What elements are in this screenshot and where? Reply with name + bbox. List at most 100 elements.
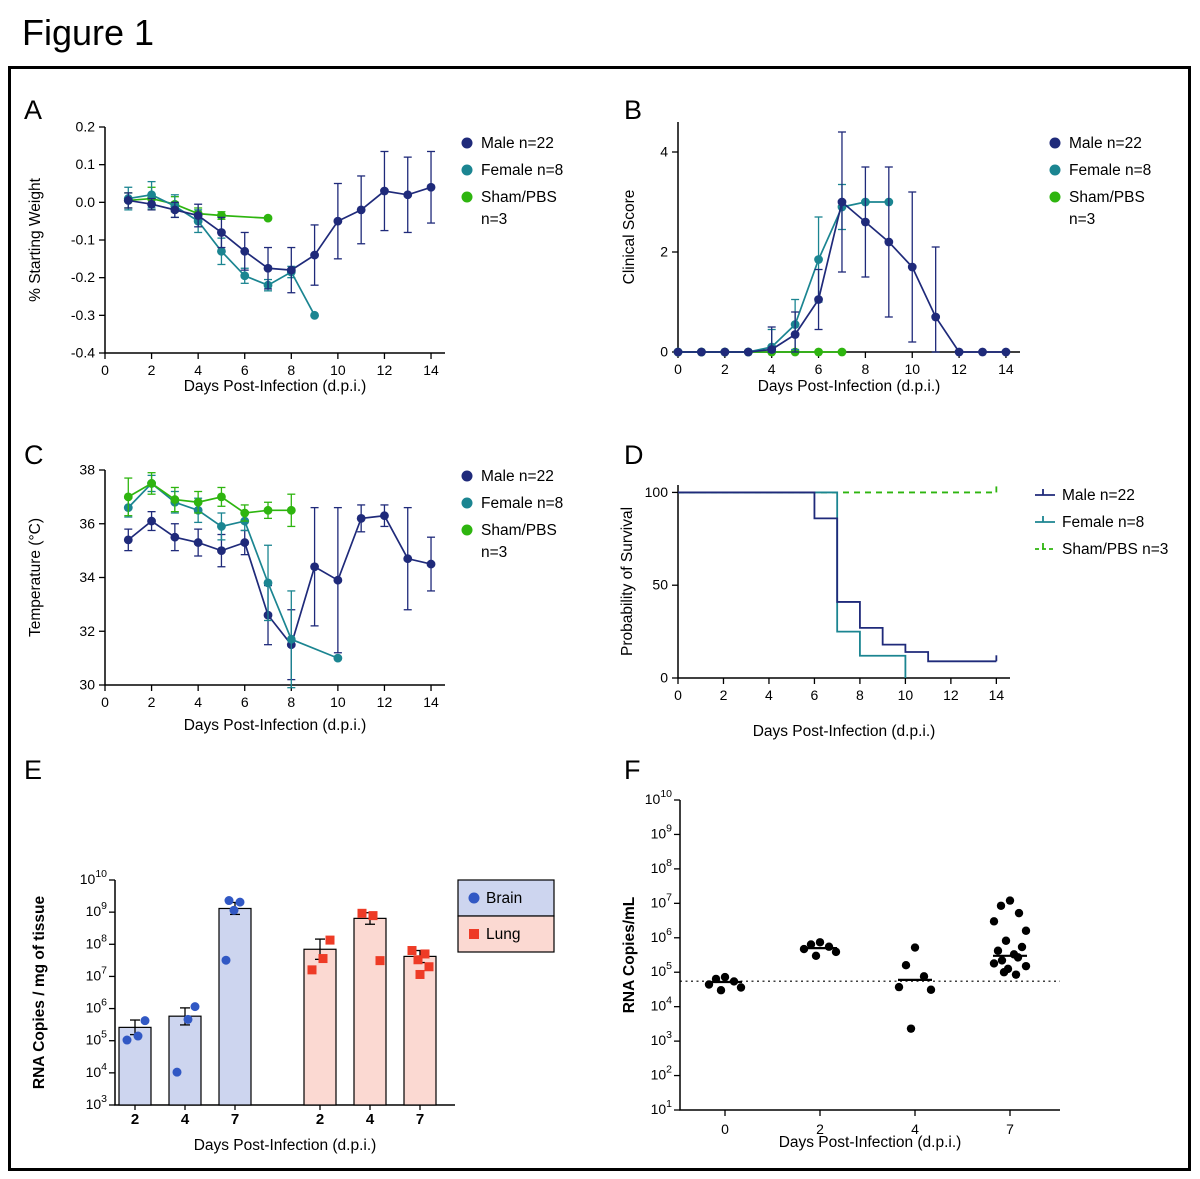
y-tick-label: 102 (651, 1064, 673, 1083)
y-tick-label: 0 (660, 344, 668, 360)
data-point (989, 917, 999, 926)
data-point (240, 508, 250, 518)
series-line (128, 186, 432, 272)
data-point (814, 255, 823, 264)
x-tick-label: 8 (856, 687, 864, 703)
data-point (814, 347, 823, 357)
legend-item-sham: Sham/PBS n=3 (461, 522, 557, 561)
legend-item-male: Male n=22 (461, 135, 554, 152)
x-tick-label: 2 (316, 1111, 324, 1128)
x-tick-label: 12 (943, 687, 959, 703)
data-point (170, 495, 180, 504)
x-axis-title: Days Post-Infection (d.p.i.) (194, 1137, 377, 1154)
bar (218, 907, 252, 1106)
x-tick-label: 2 (720, 687, 728, 703)
legend-label: Sham/PBS (481, 522, 557, 539)
data-point (235, 897, 245, 907)
panel-c-letter: C (24, 440, 44, 470)
x-tick-label: 0 (721, 1121, 729, 1137)
data-point (426, 182, 436, 192)
x-tick-label: 6 (241, 362, 249, 378)
data-point (221, 955, 231, 965)
legend-marker (461, 191, 473, 203)
data-point (901, 960, 911, 970)
legend-item-sham: Sham/PBS n=3 (461, 189, 557, 228)
legend-label: Lung (486, 926, 520, 943)
legend-marker (461, 524, 473, 536)
x-tick-label: 12 (377, 694, 393, 710)
data-point (907, 262, 917, 272)
legend-item-male: Male n=22 (1049, 135, 1142, 152)
panel-b: B 0 2 4 0 2 4 6 8 10 12 14 Days Post-Infection (d.p… (610, 95, 1190, 440)
data-point (172, 1067, 182, 1077)
data-point (997, 956, 1007, 965)
panel-a-letter: A (24, 95, 43, 125)
legend-label: Male n=22 (481, 135, 554, 152)
panel-c-chart: 30 32 34 36 38 0 2 4 6 8 10 12 14 Days Post-Infection… (27, 462, 563, 735)
data-point (123, 492, 133, 502)
data-point (860, 217, 870, 227)
y-axis-title: Probability of Survival (619, 507, 636, 656)
y-axis-title: RNA Copies / mg of tissue (31, 896, 48, 1090)
x-tick-label: 2 (816, 1121, 824, 1137)
x-tick-label: 2 (721, 361, 729, 377)
data-point (240, 246, 250, 256)
x-tick-label: 4 (765, 687, 773, 703)
legend-marker (461, 470, 473, 482)
data-point (286, 505, 296, 515)
x-axis-title: Days Post-Infection (d.p.i.) (184, 378, 367, 395)
survival-curve-sham (678, 486, 998, 494)
data-point (356, 513, 366, 523)
data-point (910, 943, 920, 952)
y-tick-label: 105 (86, 1029, 108, 1048)
y-tick-label: -0.3 (71, 307, 95, 323)
data-point (424, 962, 434, 972)
y-tick-label: 4 (660, 144, 668, 160)
bar (353, 917, 387, 1106)
y-tick-label: 107 (651, 891, 673, 910)
data-point (263, 505, 273, 515)
scatter-group-day0 (704, 972, 746, 995)
series-sham (123, 472, 296, 528)
data-point (357, 908, 367, 918)
data-point (333, 653, 343, 663)
panel-f-letter: F (624, 755, 641, 785)
axes (677, 122, 1020, 353)
data-point (415, 969, 425, 979)
panel-b-chart: 0 2 4 0 2 4 6 8 10 12 14 Days Post-Infection (d.p.i… (621, 122, 1151, 395)
panel-a: A 0.2 0.1 0.0 -0.1 -0.2 -0.3 -0.4 0 2 4 6 8 10 12 14 Da… (10, 95, 610, 440)
data-point (931, 312, 941, 322)
x-axis-title: Days Post-Infection (d.p.i.) (758, 378, 941, 395)
data-point (736, 983, 746, 992)
tissue-legend: Brain Lung (457, 879, 555, 953)
x-tick-label: 14 (423, 694, 439, 710)
x-tick-label: 14 (998, 361, 1014, 377)
data-point (217, 492, 226, 502)
x-axis-title: Days Post-Infection (d.p.i.) (753, 723, 936, 740)
legend-item-female: Female n=8 (1049, 162, 1151, 179)
x-tick-label: 4 (194, 694, 202, 710)
legend-label: Female n=8 (481, 162, 563, 179)
data-point (217, 246, 226, 256)
scatter-group-day2 (799, 938, 841, 960)
x-tick-label: 0 (674, 687, 682, 703)
legend-marker (461, 137, 473, 149)
x-tick-label: 4 (366, 1111, 375, 1128)
data-point (325, 935, 335, 945)
data-point (122, 1035, 132, 1045)
data-point (217, 546, 226, 556)
data-point (720, 972, 730, 982)
data-point (307, 965, 317, 975)
data-point (310, 250, 319, 260)
axes (677, 485, 1010, 679)
y-axis-title: Clinical Score (621, 190, 638, 285)
data-point (263, 263, 273, 273)
data-point (996, 901, 1006, 910)
axes (104, 127, 445, 354)
data-point (1014, 908, 1024, 918)
x-tick-label: 6 (241, 694, 249, 710)
data-point (190, 1002, 200, 1012)
data-point (954, 347, 964, 357)
data-point (426, 559, 436, 569)
x-tick-label: 0 (674, 361, 682, 377)
